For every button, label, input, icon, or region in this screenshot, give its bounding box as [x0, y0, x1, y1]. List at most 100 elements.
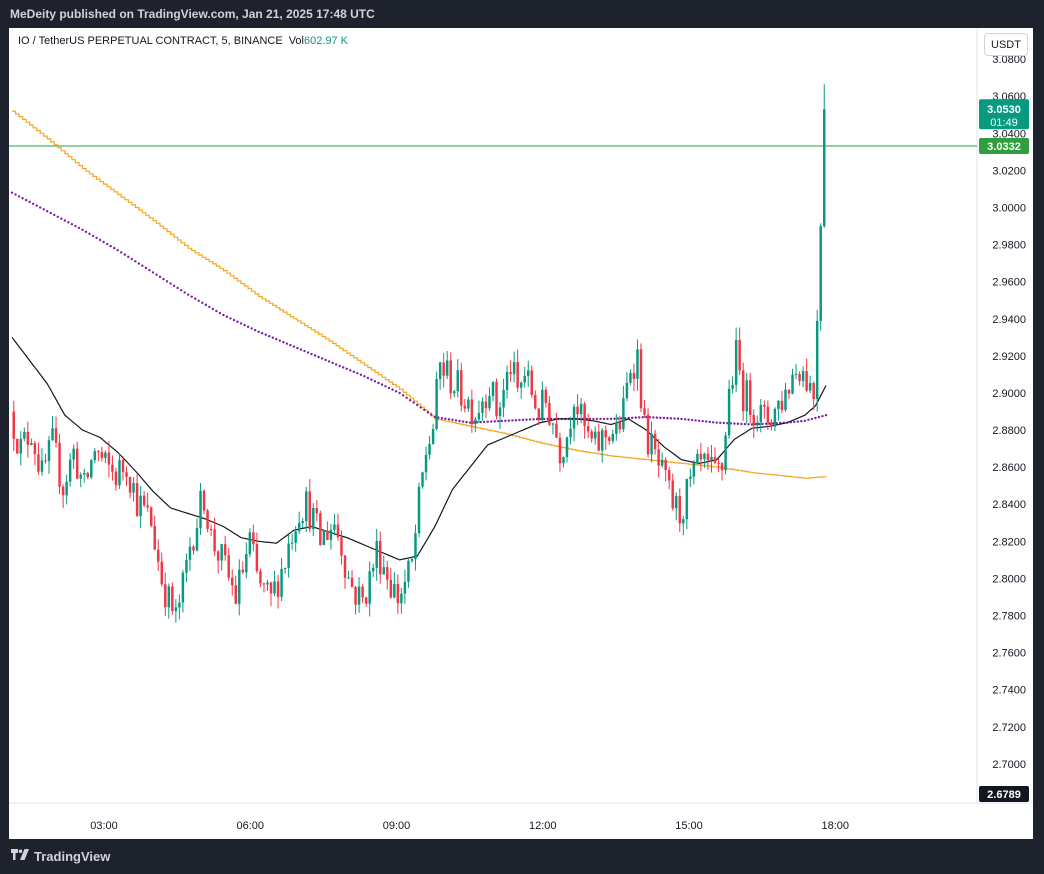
candle-body	[114, 471, 118, 486]
ma-mid-point	[638, 416, 641, 419]
ma-mid-point	[74, 224, 77, 228]
ma-mid-point	[733, 422, 736, 425]
candle-body	[364, 597, 368, 604]
candle-body	[333, 524, 336, 530]
candle-body	[601, 430, 604, 451]
ma-mid-point	[102, 240, 105, 244]
volume-label: Vol	[288, 35, 304, 47]
ma-mid-point	[412, 401, 415, 404]
candle-body	[72, 448, 75, 460]
ma-mid-point	[148, 268, 151, 272]
ma-mid-point	[761, 422, 764, 426]
ma-mid-point	[507, 419, 511, 422]
candle-body	[47, 440, 51, 462]
candle-body	[312, 507, 315, 530]
ma-mid-point	[35, 204, 38, 207]
candle-body	[202, 490, 206, 511]
ma-mid-point	[500, 419, 504, 423]
ma-mid-point	[10, 191, 14, 194]
hline-price-value: 3.0332	[987, 141, 1021, 153]
ma-mid-point	[405, 396, 408, 399]
ma-mid-point	[95, 236, 98, 240]
ma-mid-point	[38, 206, 42, 209]
ma-mid-point	[518, 418, 521, 422]
currency-button[interactable]: USDT	[984, 33, 1028, 56]
ma-mid-point	[666, 416, 669, 420]
ma-mid-point	[363, 375, 366, 378]
candle-body	[770, 422, 773, 427]
ma-mid-point	[250, 327, 253, 330]
price-tick-label: 2.9400	[992, 314, 1026, 326]
ma-mid-point	[613, 417, 616, 420]
candle-body	[565, 437, 569, 458]
ma-mid-point	[588, 417, 592, 421]
candle-body	[100, 452, 104, 458]
candle-body	[583, 403, 586, 427]
candle-body	[185, 559, 188, 573]
ma-mid-point	[77, 226, 81, 230]
candle-body	[206, 510, 209, 529]
ma-mid-point	[137, 262, 141, 265]
ma-mid-point	[342, 366, 345, 369]
candle-body	[97, 451, 100, 453]
price-chart[interactable]: 3.08003.06003.04003.02003.00002.98002.96…	[9, 28, 1033, 839]
candle-body	[273, 581, 276, 594]
time-tick-label: 03:00	[90, 820, 118, 832]
candle-body	[375, 540, 378, 568]
candle-body	[562, 457, 565, 464]
candle-body	[227, 555, 230, 578]
symbol-legend[interactable]: IO / TetherUS PERPETUAL CONTRACT, 5, BIN…	[18, 35, 348, 47]
publisher-bar: MeDeity published on TradingView.com, Ja…	[0, 0, 1044, 28]
price-tick-label: 2.8000	[992, 573, 1026, 585]
ma-mid-point	[271, 336, 274, 339]
candle-body	[537, 408, 541, 421]
candle-body	[692, 463, 696, 477]
ma-mid-point	[21, 197, 24, 200]
candle-body	[234, 585, 237, 604]
candle-body	[544, 389, 548, 403]
candle-body	[734, 339, 738, 385]
ma-mid-point	[532, 418, 535, 421]
ma-mid-point	[461, 420, 465, 423]
ma-mid-point	[595, 417, 599, 421]
candle-body	[139, 495, 142, 517]
ma-mid-point	[56, 215, 60, 218]
candle-body	[678, 496, 681, 524]
candle-body	[671, 480, 674, 509]
ma-mid-point	[285, 342, 289, 345]
candle-body	[396, 583, 400, 604]
ma-mid-point	[338, 364, 341, 368]
candle-body	[527, 370, 530, 376]
ma-mid-point	[715, 421, 718, 424]
candle-body	[389, 579, 393, 598]
candle-body	[713, 456, 717, 463]
ma-mid-point	[324, 358, 327, 362]
price-tick-label: 2.9000	[992, 388, 1026, 400]
price-tick-label: 2.7800	[992, 611, 1026, 623]
candle-body	[245, 554, 248, 573]
candle-body	[30, 443, 33, 445]
candle-body	[393, 583, 396, 598]
chart-frame[interactable]: 3.0800 3.0600 3.0400 3.0200 3.0000 2.9800 2.96…	[9, 28, 1033, 839]
candle-body	[297, 523, 301, 532]
ma-mid-point	[225, 315, 229, 318]
candles	[12, 84, 826, 623]
candle-body	[586, 426, 590, 432]
ma-mid-point	[807, 418, 810, 422]
ma-mid-point	[366, 376, 370, 380]
symbol-title[interactable]: IO / TetherUS PERPETUAL CONTRACT, 5, BIN…	[18, 35, 283, 47]
ma-mid-point	[194, 297, 197, 300]
ma-mid-point	[356, 372, 359, 375]
price-tick-label: 3.0200	[992, 165, 1026, 177]
candle-body	[322, 530, 326, 546]
candle-body	[414, 533, 417, 560]
price-tick-label: 2.7000	[992, 759, 1026, 771]
ma-mid-point	[215, 309, 218, 313]
candle-body	[502, 389, 505, 408]
ma-mid-point	[391, 388, 394, 391]
candle-body	[357, 586, 361, 605]
candle-body	[213, 529, 216, 552]
candle-body	[403, 581, 407, 594]
candle-body	[667, 470, 671, 481]
candle-body	[125, 472, 128, 477]
